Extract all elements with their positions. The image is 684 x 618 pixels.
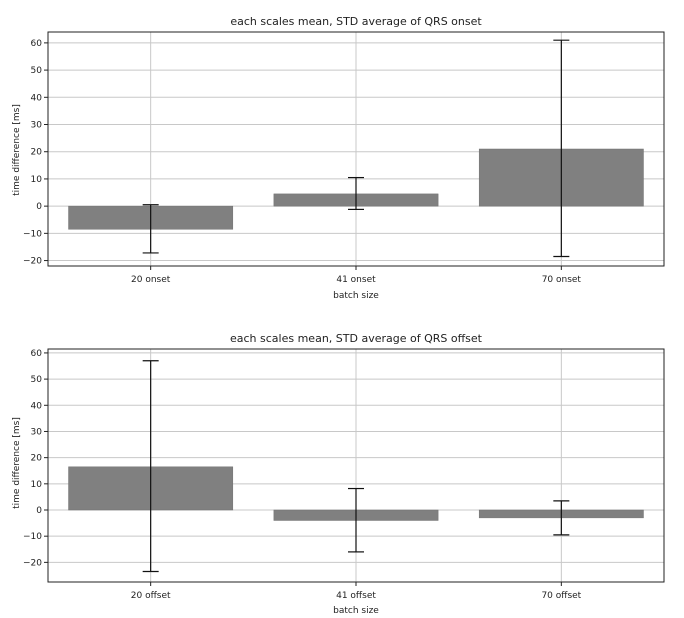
y-tick-label: 20 [31,148,43,158]
y-tick-label: 30 [31,121,43,131]
chart-qrs-offset: each scales mean, STD average of QRS off… [12,332,665,616]
y-tick-label: −20 [23,257,42,267]
x-axis-label: batch size [333,291,379,301]
chart-title: each scales mean, STD average of QRS ons… [230,15,482,28]
chart-title: each scales mean, STD average of QRS off… [230,332,483,345]
y-tick-label: 30 [31,427,43,437]
y-tick-label: 40 [31,401,43,411]
x-tick-label: 70 offset [541,591,581,601]
y-tick-label: −10 [23,532,42,542]
plot-frame [47,31,665,267]
x-tick-label: 70 onset [542,275,582,285]
y-tick-label: 10 [31,480,43,490]
y-axis-label: time difference [ms] [12,104,22,196]
x-tick-label: 20 offset [131,591,171,601]
y-tick-label: 50 [31,375,43,385]
y-tick-label: 20 [31,454,43,464]
y-tick-label: −20 [23,558,42,568]
chart-qrs-onset: each scales mean, STD average of QRS ons… [12,15,665,301]
y-tick-label: 40 [31,93,43,103]
y-tick-label: −10 [23,229,42,239]
y-tick-label: 60 [31,39,43,49]
y-tick-label: 0 [36,202,42,212]
y-tick-label: 50 [31,66,43,76]
x-axis-label: batch size [333,606,379,616]
plot-frame [47,348,665,583]
y-tick-label: 0 [36,506,42,516]
x-tick-label: 20 onset [131,275,171,285]
y-tick-label: 60 [31,349,43,359]
x-tick-label: 41 onset [336,275,376,285]
y-tick-label: 10 [31,175,43,185]
x-tick-label: 41 offset [336,591,376,601]
y-axis-label: time difference [ms] [12,417,22,509]
